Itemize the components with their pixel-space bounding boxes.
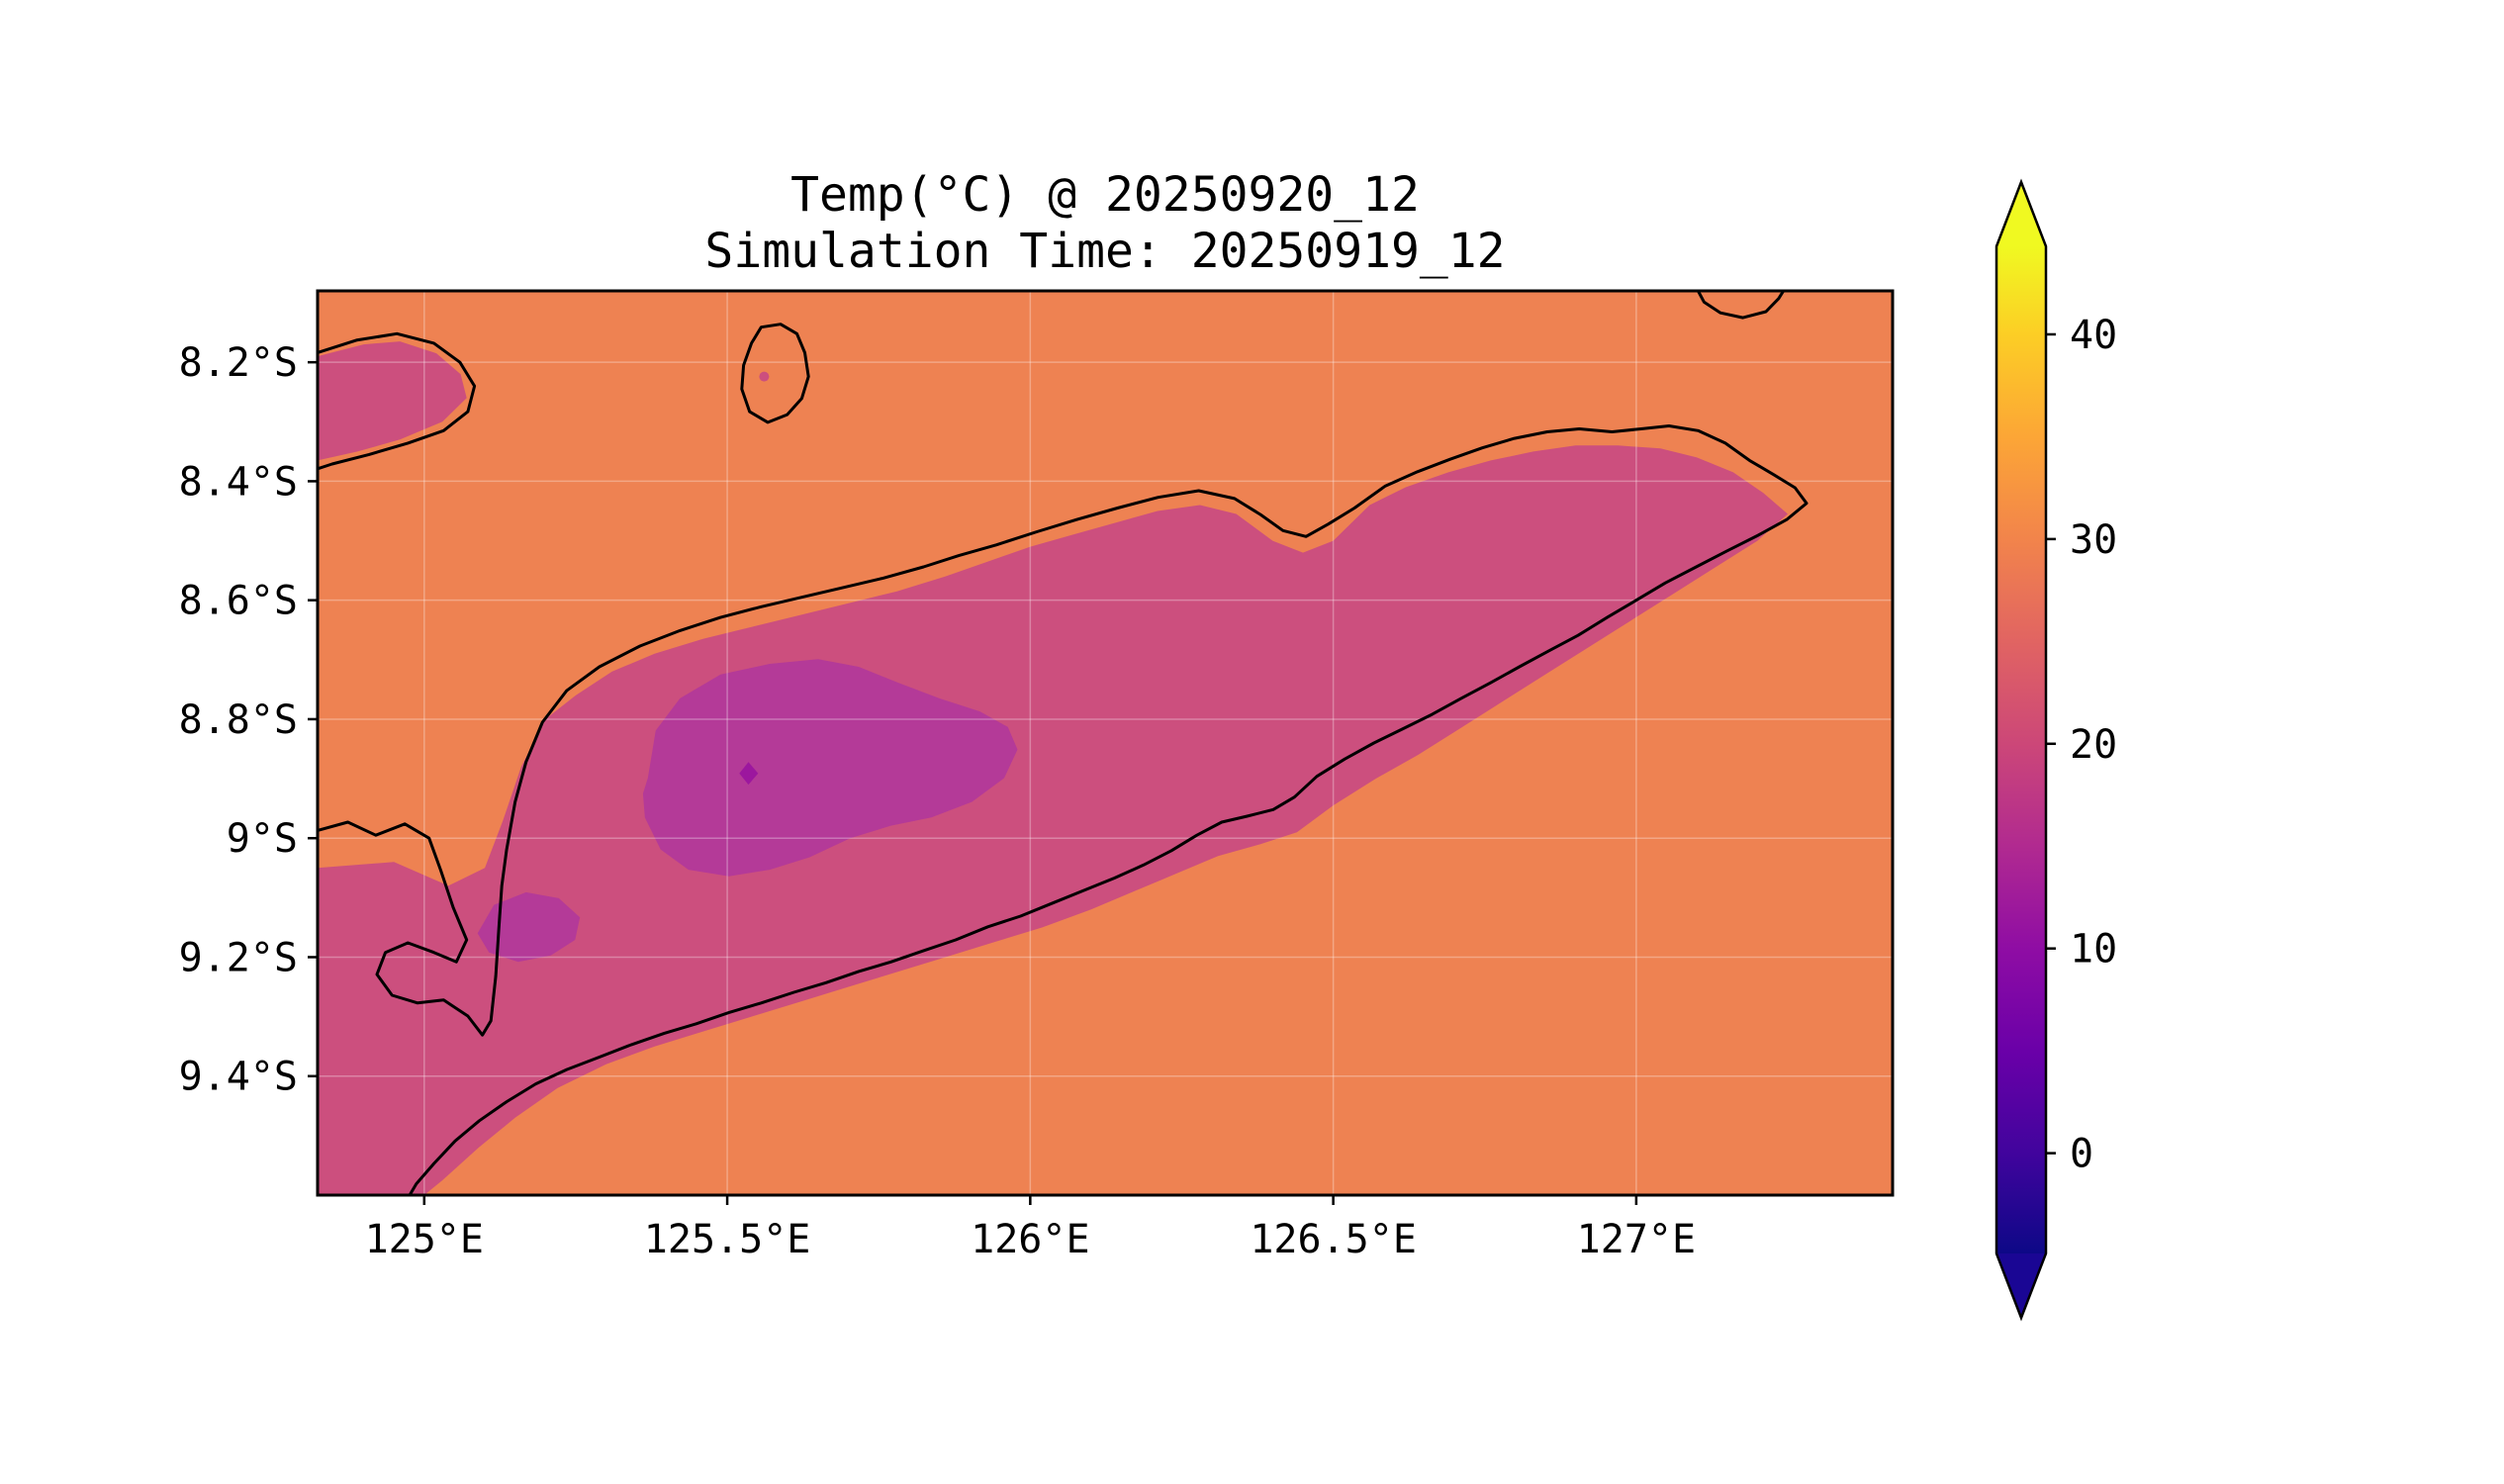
colorbar-tick-label: 0: [2070, 1132, 2093, 1177]
x-axis-tick-label: 127°E: [1577, 1217, 1696, 1262]
x-axis-tick-label: 126.5°E: [1250, 1217, 1417, 1262]
colorbar-over-arrow: [1996, 182, 2046, 246]
colorbar-outline: [1994, 178, 2048, 1322]
y-axis-tick-label: 8.8°S: [179, 697, 298, 743]
plot-border: [316, 289, 1895, 1197]
x-axis-tick-label: 125°E: [365, 1217, 484, 1262]
colorbar-under-arrow: [1996, 1253, 2046, 1318]
y-axis-tick-label: 9.4°S: [179, 1055, 298, 1100]
highland-cold-core-region: [642, 659, 1018, 877]
southwest-cold-patch-region: [477, 891, 581, 963]
atauro-spot-region: [759, 371, 770, 382]
colorbar-tick-label: 30: [2070, 517, 2117, 563]
colorbar-tick-label: 10: [2070, 927, 2117, 973]
timor-main-coastline: [318, 424, 1808, 1195]
alor-cool-patch-region: [318, 341, 467, 461]
y-axis-tick-label: 8.4°S: [179, 459, 298, 505]
y-axis-tick-label: 9°S: [227, 816, 298, 862]
colorbar-gradient: [1996, 246, 2046, 1253]
chart-subtitle: Simulation Time: 20250919_12: [704, 224, 1505, 279]
atauro-island-coastline: [740, 323, 810, 424]
chart-title: Temp(°C) @ 20250920_12: [790, 167, 1420, 223]
island-cool-band-region: [318, 445, 1788, 1195]
y-axis-tick-label: 8.2°S: [179, 340, 298, 386]
x-axis-tick-label: 125.5°E: [644, 1217, 811, 1262]
coldest-spot-region: [739, 762, 759, 786]
x-axis-tick-label: 126°E: [971, 1217, 1089, 1262]
colorbar-tick-label: 40: [2070, 313, 2117, 358]
y-axis-tick-label: 8.6°S: [179, 579, 298, 624]
colorbar-tick-label: 20: [2070, 722, 2117, 768]
y-axis-tick-label: 9.2°S: [179, 935, 298, 980]
map-plot-area: [318, 291, 1893, 1195]
alor-island-coastline: [318, 331, 477, 471]
wetar-island-coastline: [1696, 291, 1786, 320]
